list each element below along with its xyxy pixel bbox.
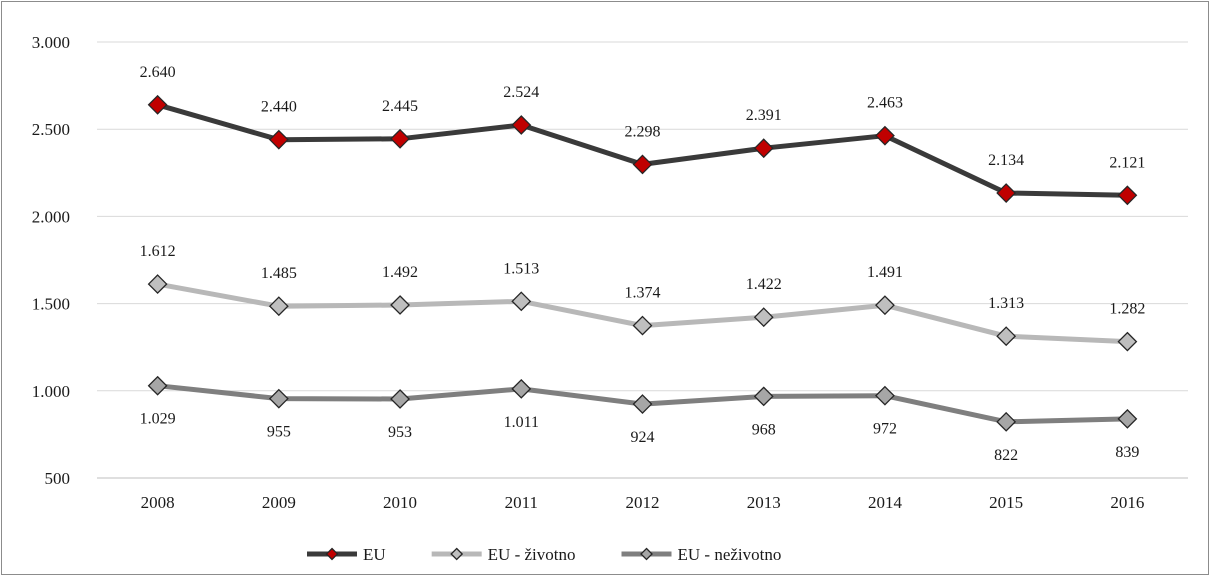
data-label: 953 — [388, 424, 412, 441]
series-2 — [147, 375, 1138, 432]
legend-label: EU - životno — [488, 545, 576, 564]
y-tick-label: 3.000 — [32, 33, 70, 52]
data-label: 2.524 — [503, 84, 539, 101]
data-label: 2.298 — [625, 123, 661, 140]
data-point-marker — [875, 295, 895, 316]
data-point-marker — [753, 386, 774, 407]
data-point-marker — [996, 411, 1017, 432]
x-tick-label: 2009 — [262, 493, 296, 512]
series-line — [155, 102, 1130, 198]
legend-label: EU - neživotno — [678, 545, 782, 564]
data-label: 1.485 — [261, 265, 297, 282]
data-point-marker — [875, 125, 895, 146]
data-label: 1.492 — [382, 264, 418, 281]
data-point-marker — [511, 378, 532, 399]
data-point-marker — [753, 307, 774, 328]
data-point-marker — [1117, 408, 1138, 429]
data-label: 1.513 — [503, 260, 539, 277]
legend-item-0: EU — [307, 545, 386, 564]
legend-item-2: EU - neživotno — [621, 545, 782, 564]
legend-swatch-marker — [640, 547, 653, 561]
axes: 500 1.000 1.500 2.000 2.500 3.000 2008 2009 2010… — [32, 33, 1188, 512]
data-point-marker — [1117, 185, 1138, 206]
data-point-marker — [996, 183, 1017, 203]
data-label: 1.374 — [625, 285, 661, 302]
data-label: 1.612 — [140, 243, 176, 260]
data-point-marker — [875, 385, 895, 406]
series-1 — [147, 274, 1138, 352]
y-tick-label: 1.000 — [32, 382, 70, 401]
data-point-marker — [390, 128, 410, 149]
data-label: 822 — [994, 447, 1018, 464]
data-point-marker — [996, 326, 1017, 347]
data-point-marker — [632, 394, 653, 414]
data-point-marker — [147, 274, 168, 294]
data-label: 955 — [267, 424, 291, 441]
data-label: 2.445 — [382, 98, 418, 115]
data-label: 839 — [1115, 444, 1139, 461]
data-point-marker — [147, 94, 168, 115]
series-0 — [147, 94, 1138, 206]
data-point-marker — [1117, 331, 1138, 352]
y-tick-label: 1.500 — [32, 295, 70, 314]
y-tick-label: 2.000 — [32, 207, 70, 226]
data-label: 1.011 — [504, 414, 539, 431]
data-point-marker — [632, 154, 653, 175]
data-point-marker — [268, 388, 289, 409]
data-label: 2.121 — [1109, 154, 1145, 171]
series-lines — [147, 94, 1138, 432]
x-tick-label: 2014 — [868, 493, 903, 512]
data-label: 1.491 — [867, 264, 903, 281]
x-tick-label: 2011 — [505, 493, 538, 512]
legend-item-1: EU - životno — [431, 545, 576, 564]
data-label: 1.029 — [140, 411, 176, 428]
data-point-marker — [632, 315, 653, 336]
data-label: 972 — [873, 421, 897, 438]
data-point-marker — [268, 296, 289, 317]
data-point-marker — [753, 138, 774, 159]
data-point-marker — [511, 115, 532, 135]
data-label: 2.463 — [867, 95, 903, 112]
data-label: 2.640 — [140, 64, 176, 81]
data-point-marker — [390, 295, 410, 315]
data-label: 2.391 — [746, 107, 782, 124]
data-label: 2.440 — [261, 99, 297, 116]
x-tick-label: 2013 — [747, 493, 781, 512]
legend: EU EU - životno EU - neživotno — [307, 545, 781, 564]
legend-label: EU — [363, 545, 386, 564]
x-tick-label: 2010 — [383, 493, 417, 512]
data-point-marker — [511, 291, 532, 312]
data-label: 924 — [631, 429, 655, 446]
legend-swatch-marker — [450, 547, 464, 561]
data-point-marker — [147, 375, 168, 396]
data-label: 1.313 — [988, 295, 1024, 312]
data-labels: 2.640 2.440 2.445 2.524 2.298 2.391 2.463 2.134… — [140, 64, 1146, 464]
data-label: 1.282 — [1109, 301, 1145, 318]
data-label: 2.134 — [988, 152, 1024, 169]
x-tick-label: 2012 — [626, 493, 660, 512]
x-tick-label: 2008 — [141, 493, 175, 512]
y-tick-label: 2.500 — [32, 120, 70, 139]
x-tick-label: 2016 — [1110, 493, 1144, 512]
y-tick-label: 500 — [45, 469, 71, 488]
x-tick-label: 2015 — [989, 493, 1023, 512]
legend-swatch-marker — [325, 547, 339, 561]
data-point-marker — [268, 129, 289, 150]
data-label: 1.422 — [746, 276, 782, 293]
data-point-marker — [390, 389, 410, 409]
data-label: 968 — [752, 421, 776, 438]
